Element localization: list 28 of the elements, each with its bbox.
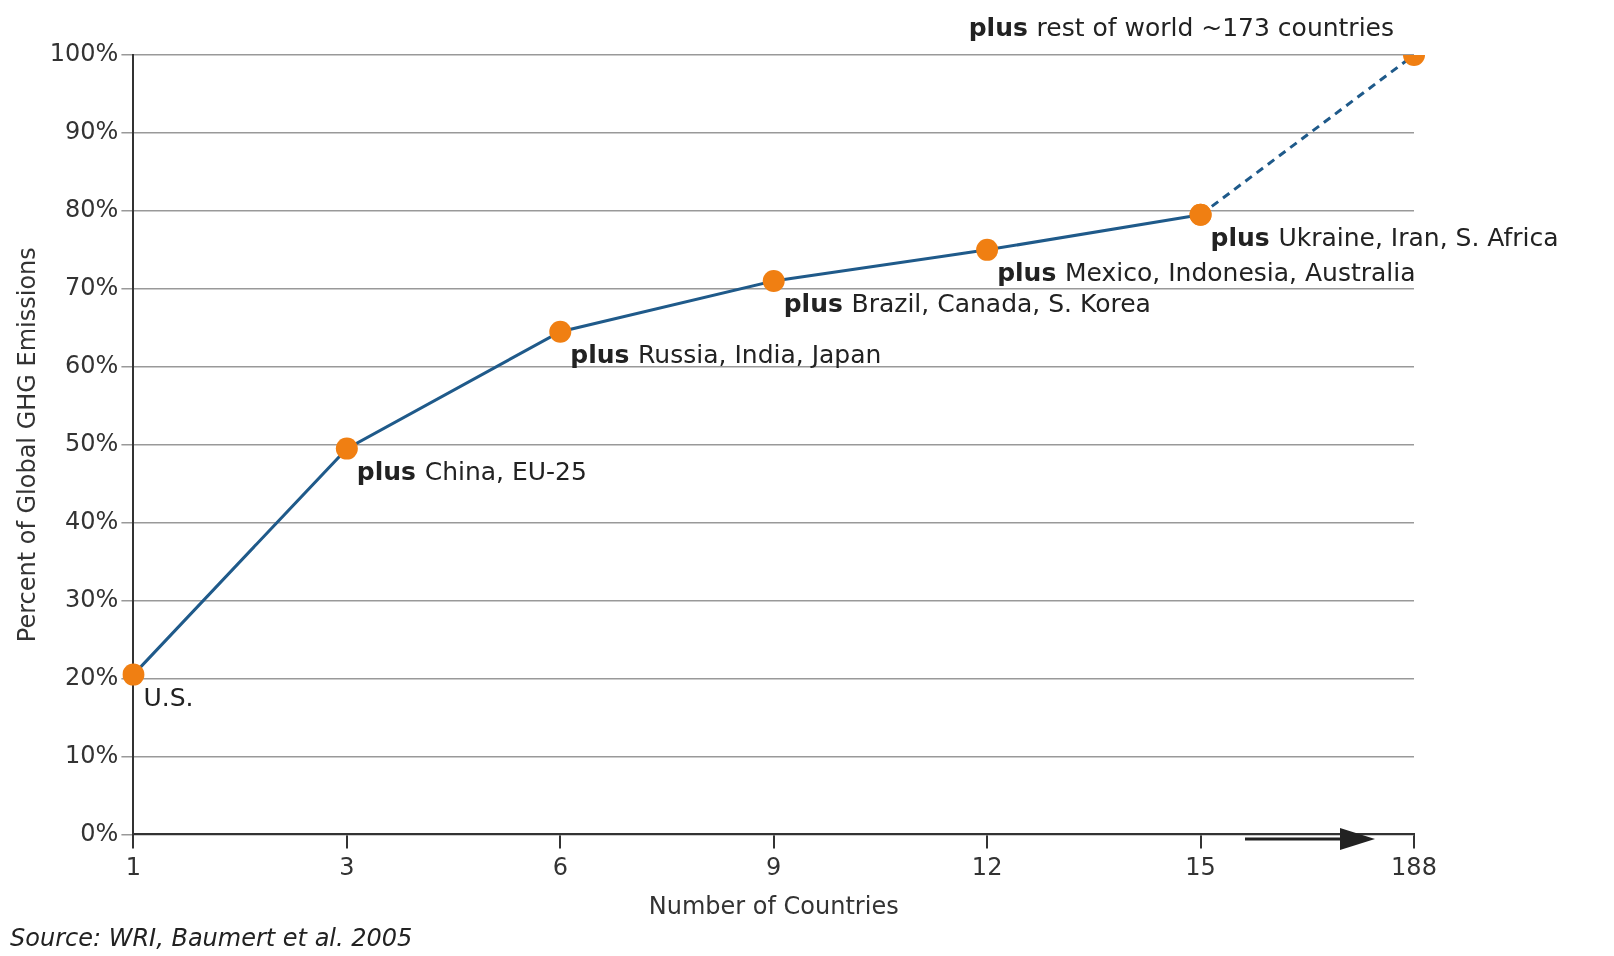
- annotation: plus Brazil, Canada, S. Korea: [783, 289, 1151, 319]
- annotation: plus rest of world ~173 countries: [968, 13, 1394, 42]
- y-tick-label: 0%: [80, 818, 119, 847]
- annotation: plus Ukraine, Iran, S. Africa: [1210, 222, 1559, 252]
- x-tick-label: 9: [766, 853, 782, 882]
- y-tick-label: 70%: [65, 273, 119, 302]
- y-tick-label: 20%: [65, 662, 119, 691]
- x-tick-label: 1: [125, 853, 142, 882]
- y-tick-label: 50%: [65, 428, 119, 457]
- x-tick-label: 12: [971, 853, 1003, 882]
- annotation: U.S.: [143, 682, 194, 712]
- y-tick-label: 80%: [65, 195, 119, 224]
- x-tick-label: 3: [339, 853, 355, 882]
- source-note: Source: WRI, Baumert et al. 2005: [10, 924, 413, 953]
- y-tick-label: 90%: [65, 117, 119, 146]
- y-axis-title: Percent of Global GHG Emissions: [12, 247, 41, 643]
- annotation: plus Russia, India, Japan: [570, 339, 882, 369]
- y-tick-label: 40%: [65, 506, 119, 535]
- x-axis-title: Number of Countries: [648, 891, 899, 920]
- x-tick-label: 188: [1391, 853, 1437, 882]
- annotation: plus China, EU-25: [356, 456, 587, 486]
- x-tick-label: 6: [552, 853, 568, 882]
- y-tick-label: 100%: [49, 39, 119, 68]
- y-tick-label: 10%: [65, 740, 119, 769]
- x-tick-label: 15: [1185, 853, 1216, 882]
- y-tick-label: 30%: [65, 584, 119, 613]
- annotation: plus Mexico, Indonesia, Australia: [997, 257, 1416, 287]
- y-tick-label: 60%: [65, 350, 119, 379]
